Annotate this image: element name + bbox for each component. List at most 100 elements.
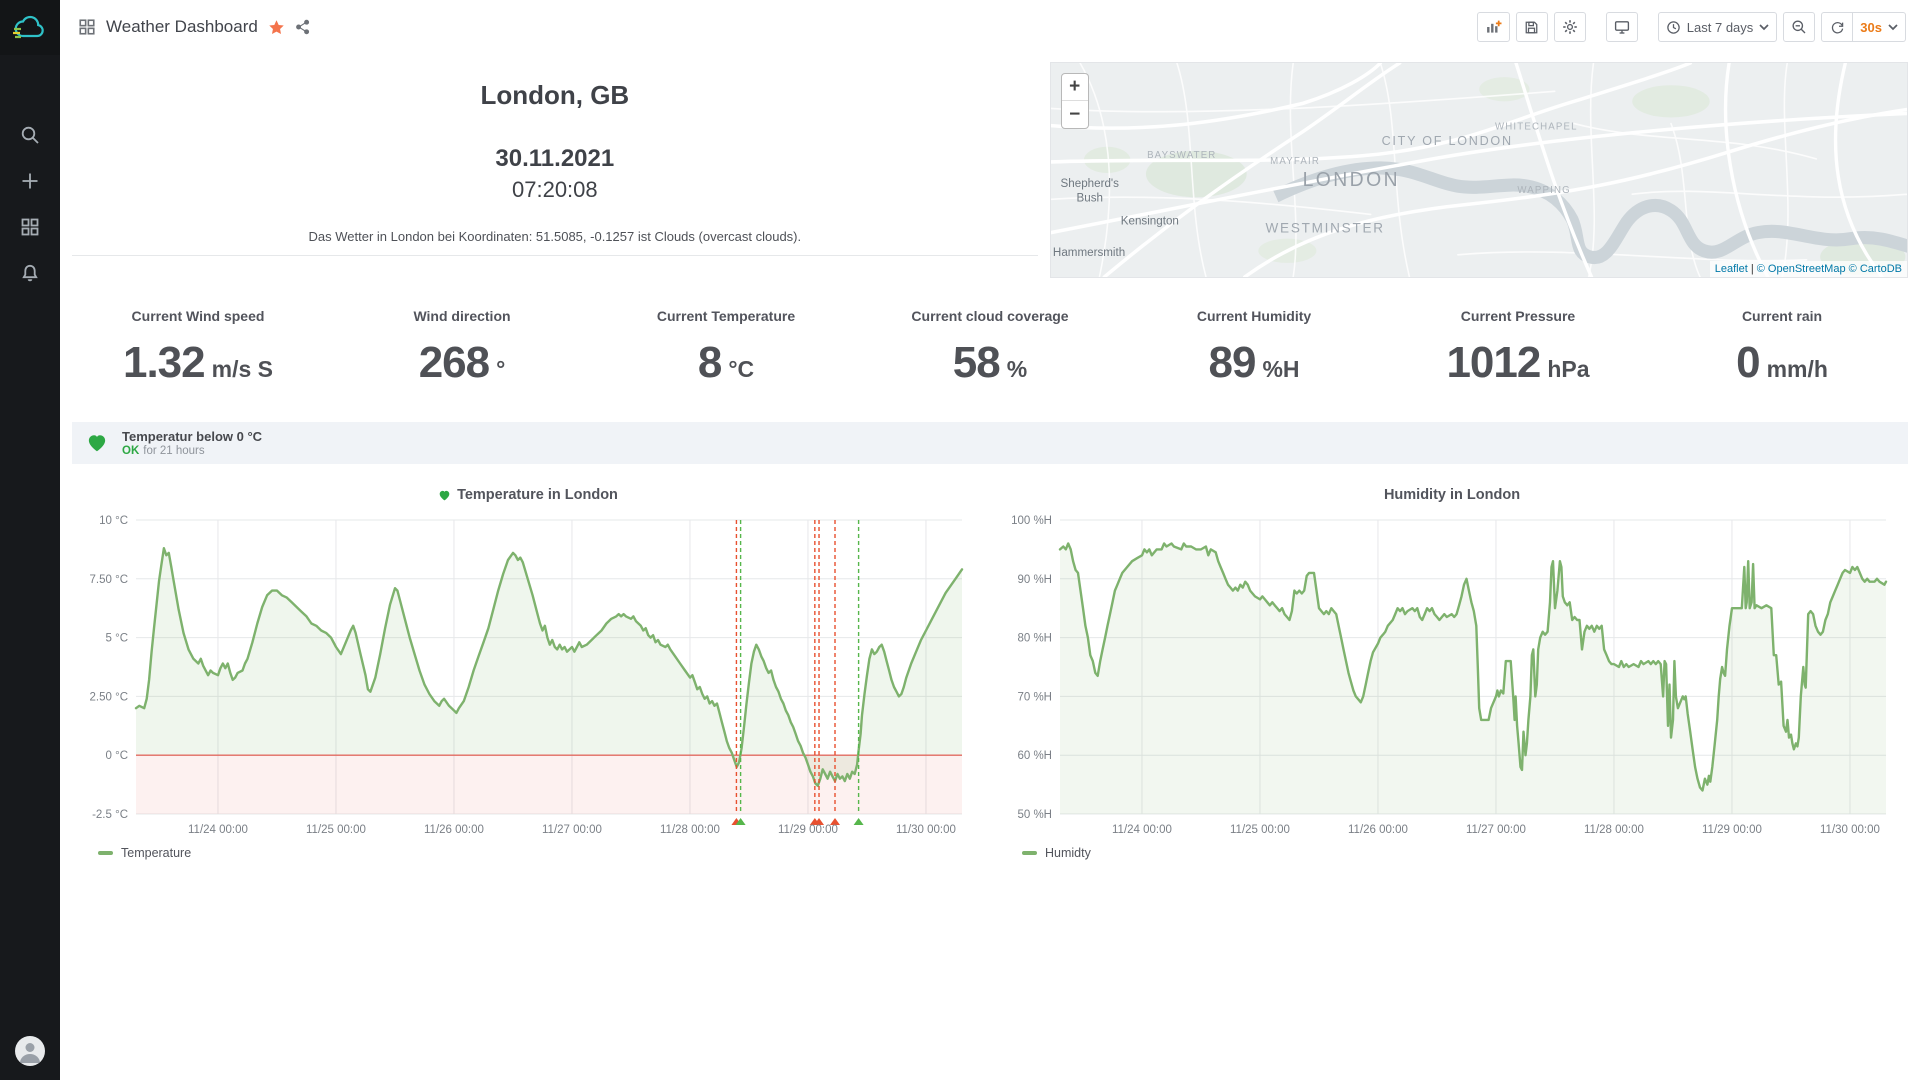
alert-list-panel: Temperatur below 0 °C OK for 21 hours [72,422,1908,464]
page-title: Weather Dashboard [106,17,258,36]
map-zoom-control: + − [1060,73,1089,129]
map-zoom-out-button[interactable]: − [1069,103,1081,125]
sidebar-create[interactable] [0,159,60,203]
add-panel-button[interactable] [1476,12,1510,42]
chart-title: Humidity in London [1383,487,1521,503]
svg-text:11/28 00:00: 11/28 00:00 [660,824,720,836]
legend-swatch [1022,851,1037,855]
stat-unit: °C [728,356,755,382]
legend-temperature[interactable]: Temperature [121,846,192,860]
stat-title: Current rain [1741,308,1823,324]
time-range-picker[interactable]: Last 7 days [1657,12,1778,42]
share-icon[interactable] [295,19,311,35]
svg-text:11/30 00:00: 11/30 00:00 [896,824,956,836]
svg-text:100 %H: 100 %H [1011,515,1052,527]
svg-text:-2.5 °C: -2.5 °C [92,809,128,821]
svg-text:11/24 00:00: 11/24 00:00 [188,824,248,836]
user-icon [20,1043,40,1063]
stats-row: Current Wind speed 1.32 m/s S Wind direct… [72,286,1908,418]
stat-title: Current Wind speed [131,308,265,324]
weather-text-panel: London, GB 30.11.2021 07:20:08 Das Wette… [72,62,1038,256]
refresh-interval-picker[interactable]: 30s [1853,12,1906,42]
stat-unit: ° [496,356,506,382]
svg-text:2.50 °C: 2.50 °C [90,691,128,703]
grafana-cloud-icon [13,15,44,38]
cartodb-link[interactable]: © CartoDB [1848,263,1902,275]
map-label-westminster: WESTMINSTER [1265,219,1384,235]
svg-text:5 °C: 5 °C [106,633,129,645]
stat-wind-speed: Current Wind speed 1.32 m/s S [72,286,324,418]
svg-text:7.50 °C: 7.50 °C [90,574,128,586]
svg-text:11/26 00:00: 11/26 00:00 [424,824,484,836]
stat-pressure: Current Pressure 1012 hPa [1392,286,1644,418]
clock-icon [1667,20,1680,34]
stat-value: 1.32 [122,338,206,387]
stat-value: 0 [1736,338,1761,387]
chevron-down-icon [1759,23,1769,30]
svg-text:11/26 00:00: 11/26 00:00 [1348,824,1408,836]
stat-value: 1012 [1446,338,1541,387]
save-dashboard-button[interactable] [1515,12,1548,42]
humidity-chart[interactable]: 100 %H 90 %H 80 %H 70 %H 60 %H 50 %H 11/24 00:… [1006,512,1898,840]
stat-title: Current cloud coverage [911,308,1069,324]
plus-icon [22,173,38,189]
stat-humidity: Current Humidity 89 %H [1128,286,1380,418]
panel-alert-ok-heart-icon [439,490,450,500]
add-panel-icon [1486,20,1502,33]
svg-text:70 %H: 70 %H [1017,691,1052,703]
attribution-separator: | [1747,263,1757,275]
svg-text:11/29 00:00: 11/29 00:00 [1702,824,1762,836]
stat-value: 8 [697,338,723,387]
temperature-chart-panel: Temperature in London 10 °C 7.50 °C 5 °C 2.… [72,470,984,868]
current-time: 07:20:08 [512,177,598,202]
svg-text:50 %H: 50 %H [1017,809,1052,821]
map-attribution: Leaflet | © OpenStreetMap © CartoDB [1709,261,1907,277]
svg-text:10 °C: 10 °C [99,515,128,527]
map-label-whitechapel: WHITECHAPEL [1495,121,1578,132]
time-range-label: Last 7 days [1686,19,1754,35]
stat-title: Current Pressure [1460,308,1576,324]
stat-cloud-coverage: Current cloud coverage 58% [864,286,1116,418]
map-zoom-in-button[interactable]: + [1061,74,1088,101]
leaflet-link[interactable]: Leaflet [1714,263,1748,275]
map-panel: BAYSWATER MAYFAIR WHITECHAPEL CITY OF LO… [1049,62,1908,278]
stat-rain: Current rain 0 mm/h [1656,286,1908,418]
refresh-button[interactable] [1821,12,1854,42]
bell-icon [22,264,38,282]
map-label-wapping: WAPPING [1517,185,1570,196]
stat-value: 268 [418,338,490,387]
temperature-chart[interactable]: 10 °C 7.50 °C 5 °C 2.50 °C 0 °C -2.5 °C 11/24 … [82,512,974,840]
current-date: 30.11.2021 [495,145,615,172]
dashboard-body: London, GB 30.11.2021 07:20:08 Das Wette… [60,54,1920,1080]
sidebar-search[interactable] [0,113,60,157]
grafana-logo[interactable] [0,0,60,55]
svg-text:11/27 00:00: 11/27 00:00 [542,824,602,836]
humidity-chart-panel: Humidity in London 100 %H 90 %H 80 %H 70 %H… [996,470,1908,868]
gear-icon [1562,20,1577,34]
alert-status: OK for 21 hours [122,445,262,457]
alert-state-badge: OK [122,445,140,457]
london-map[interactable]: BAYSWATER MAYFAIR WHITECHAPEL CITY OF LO… [1050,63,1907,277]
city-title: London, GB [480,80,630,110]
stat-title: Wind direction [413,308,511,324]
stat-unit: %H [1262,356,1300,382]
stat-value: 58 [952,338,1001,387]
cycle-view-button[interactable] [1605,12,1638,42]
sidebar-alerting[interactable] [0,251,60,295]
dashboard-settings-button[interactable] [1553,12,1586,42]
zoom-out-time-button[interactable] [1783,12,1816,42]
map-label-bayswater: BAYSWATER [1147,150,1216,161]
stat-value: 89 [1208,338,1256,387]
refresh-interval-label: 30s [1860,19,1882,35]
star-icon[interactable] [268,19,285,36]
stat-unit: % [1006,356,1028,382]
zoom-out-icon [1792,20,1806,34]
legend-humidity[interactable]: Humidty [1045,846,1091,860]
sidebar-dashboards[interactable] [0,205,60,249]
main-area: Weather Dashboard [60,0,1920,1080]
openstreetmap-link[interactable]: © OpenStreetMap [1756,263,1846,275]
refresh-icon [1831,21,1844,33]
stat-unit: m/s S [211,356,273,382]
alert-rule-item[interactable]: Temperatur below 0 °C OK for 21 hours [72,422,1908,464]
user-avatar[interactable] [15,1036,45,1066]
